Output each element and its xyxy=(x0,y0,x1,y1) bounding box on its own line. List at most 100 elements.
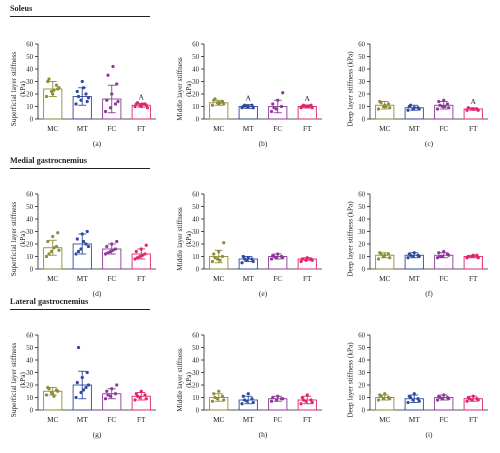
y-tick-label: 60 xyxy=(192,41,199,48)
y-tick-label: 20 xyxy=(192,241,199,248)
data-point xyxy=(85,370,89,375)
data-point xyxy=(86,244,91,249)
y-tick-label: 60 xyxy=(26,332,33,339)
x-tick-label: FT xyxy=(469,415,478,424)
data-point xyxy=(251,259,255,264)
section-title: Soleus xyxy=(10,4,33,13)
data-point xyxy=(52,394,56,398)
data-point xyxy=(408,253,413,257)
y-tick-label: 20 xyxy=(26,382,33,389)
y-tick-label: 30 xyxy=(358,229,365,236)
y-tick-label: 50 xyxy=(358,204,365,211)
data-point xyxy=(86,96,91,100)
data-point xyxy=(56,389,60,393)
x-tick-label: MT xyxy=(77,415,88,424)
section-title: Medial gastrocnemius xyxy=(10,156,87,165)
significance-annotation: A xyxy=(471,97,477,106)
y-tick-label: 40 xyxy=(358,66,365,73)
data-point xyxy=(417,107,421,111)
y-tick-label: 60 xyxy=(358,332,365,339)
y-tick-label: 60 xyxy=(192,332,199,339)
data-point xyxy=(113,247,118,251)
y-tick-label: 20 xyxy=(26,241,33,248)
data-point xyxy=(310,258,314,262)
data-point xyxy=(305,393,309,397)
data-point xyxy=(438,254,442,259)
data-point xyxy=(241,254,245,259)
y-tick-label: 20 xyxy=(358,241,365,248)
x-tick-label: FC xyxy=(107,274,116,283)
data-point xyxy=(437,251,441,255)
y-tick-label: 0 xyxy=(30,407,34,414)
data-point xyxy=(309,398,313,402)
data-point xyxy=(310,400,314,405)
data-point xyxy=(210,259,215,264)
data-point xyxy=(133,104,137,109)
data-point xyxy=(376,257,381,261)
y-tick-label: 10 xyxy=(358,254,365,261)
data-point xyxy=(111,64,115,69)
chart-svg: 0 10 20 30 40 50 60 MC MT FC FT xyxy=(358,332,488,424)
y-tick-label: 20 xyxy=(358,91,365,98)
data-point xyxy=(115,82,119,86)
data-point xyxy=(250,257,254,261)
x-tick-label: FT xyxy=(137,124,146,133)
data-point xyxy=(417,399,421,403)
x-tick-label: FC xyxy=(107,124,116,133)
data-point xyxy=(74,102,78,106)
x-tick-label: FC xyxy=(439,124,448,133)
data-point xyxy=(465,108,469,112)
data-point xyxy=(74,395,78,400)
chart-svg: 0 10 20 30 40 50 60 MC MT FC FT xyxy=(192,191,322,283)
data-point xyxy=(435,107,440,111)
data-point xyxy=(437,99,441,104)
y-tick-label: 10 xyxy=(192,104,199,111)
significance-annotation: A xyxy=(305,94,311,103)
data-point xyxy=(447,253,451,257)
data-point xyxy=(144,243,148,247)
data-point xyxy=(408,395,413,400)
chart-panel: Middle layer stiffness (kPa) 0 10 20 30 40 50 6… xyxy=(170,170,335,312)
data-point xyxy=(46,239,50,244)
data-point xyxy=(299,402,303,406)
data-point xyxy=(406,108,410,112)
section-divider xyxy=(10,168,150,169)
data-point xyxy=(84,92,88,96)
y-tick-label: 60 xyxy=(358,191,365,198)
x-tick-label: MT xyxy=(243,274,254,283)
panel-label: (i) xyxy=(425,430,433,439)
data-point xyxy=(139,389,143,393)
y-tick-label: 10 xyxy=(358,104,365,111)
data-point xyxy=(144,397,148,401)
data-point xyxy=(135,101,140,105)
x-tick-label: FT xyxy=(137,415,146,424)
data-point xyxy=(269,399,274,403)
y-tick-label: 60 xyxy=(26,191,33,198)
data-point xyxy=(134,249,138,254)
y-tick-label: 30 xyxy=(358,79,365,86)
data-point xyxy=(44,393,49,397)
data-point xyxy=(301,398,306,402)
data-point xyxy=(115,239,119,244)
y-tick-label: 0 xyxy=(196,407,200,414)
y-tick-label: 60 xyxy=(358,41,365,48)
x-tick-label: FC xyxy=(273,274,282,283)
section-divider xyxy=(10,16,150,17)
y-tick-label: 10 xyxy=(26,104,33,111)
x-tick-label: MC xyxy=(213,124,224,133)
data-point xyxy=(242,103,247,107)
chart-panel: Deep layer stiffness (kPa) 0 10 20 30 40 50 60 M… xyxy=(336,20,500,162)
data-point xyxy=(75,237,79,241)
data-point xyxy=(467,397,472,401)
data-point xyxy=(75,380,79,385)
data-point xyxy=(44,94,49,99)
y-tick-label: 30 xyxy=(26,79,33,86)
panel-label: (d) xyxy=(92,289,102,298)
y-tick-label: 40 xyxy=(26,357,33,364)
significance-annotation: A xyxy=(246,94,252,103)
panel-label: (f) xyxy=(425,289,433,298)
data-point xyxy=(103,252,108,256)
data-point xyxy=(299,259,303,264)
y-tick-label: 10 xyxy=(358,395,365,402)
data-point xyxy=(46,79,50,84)
